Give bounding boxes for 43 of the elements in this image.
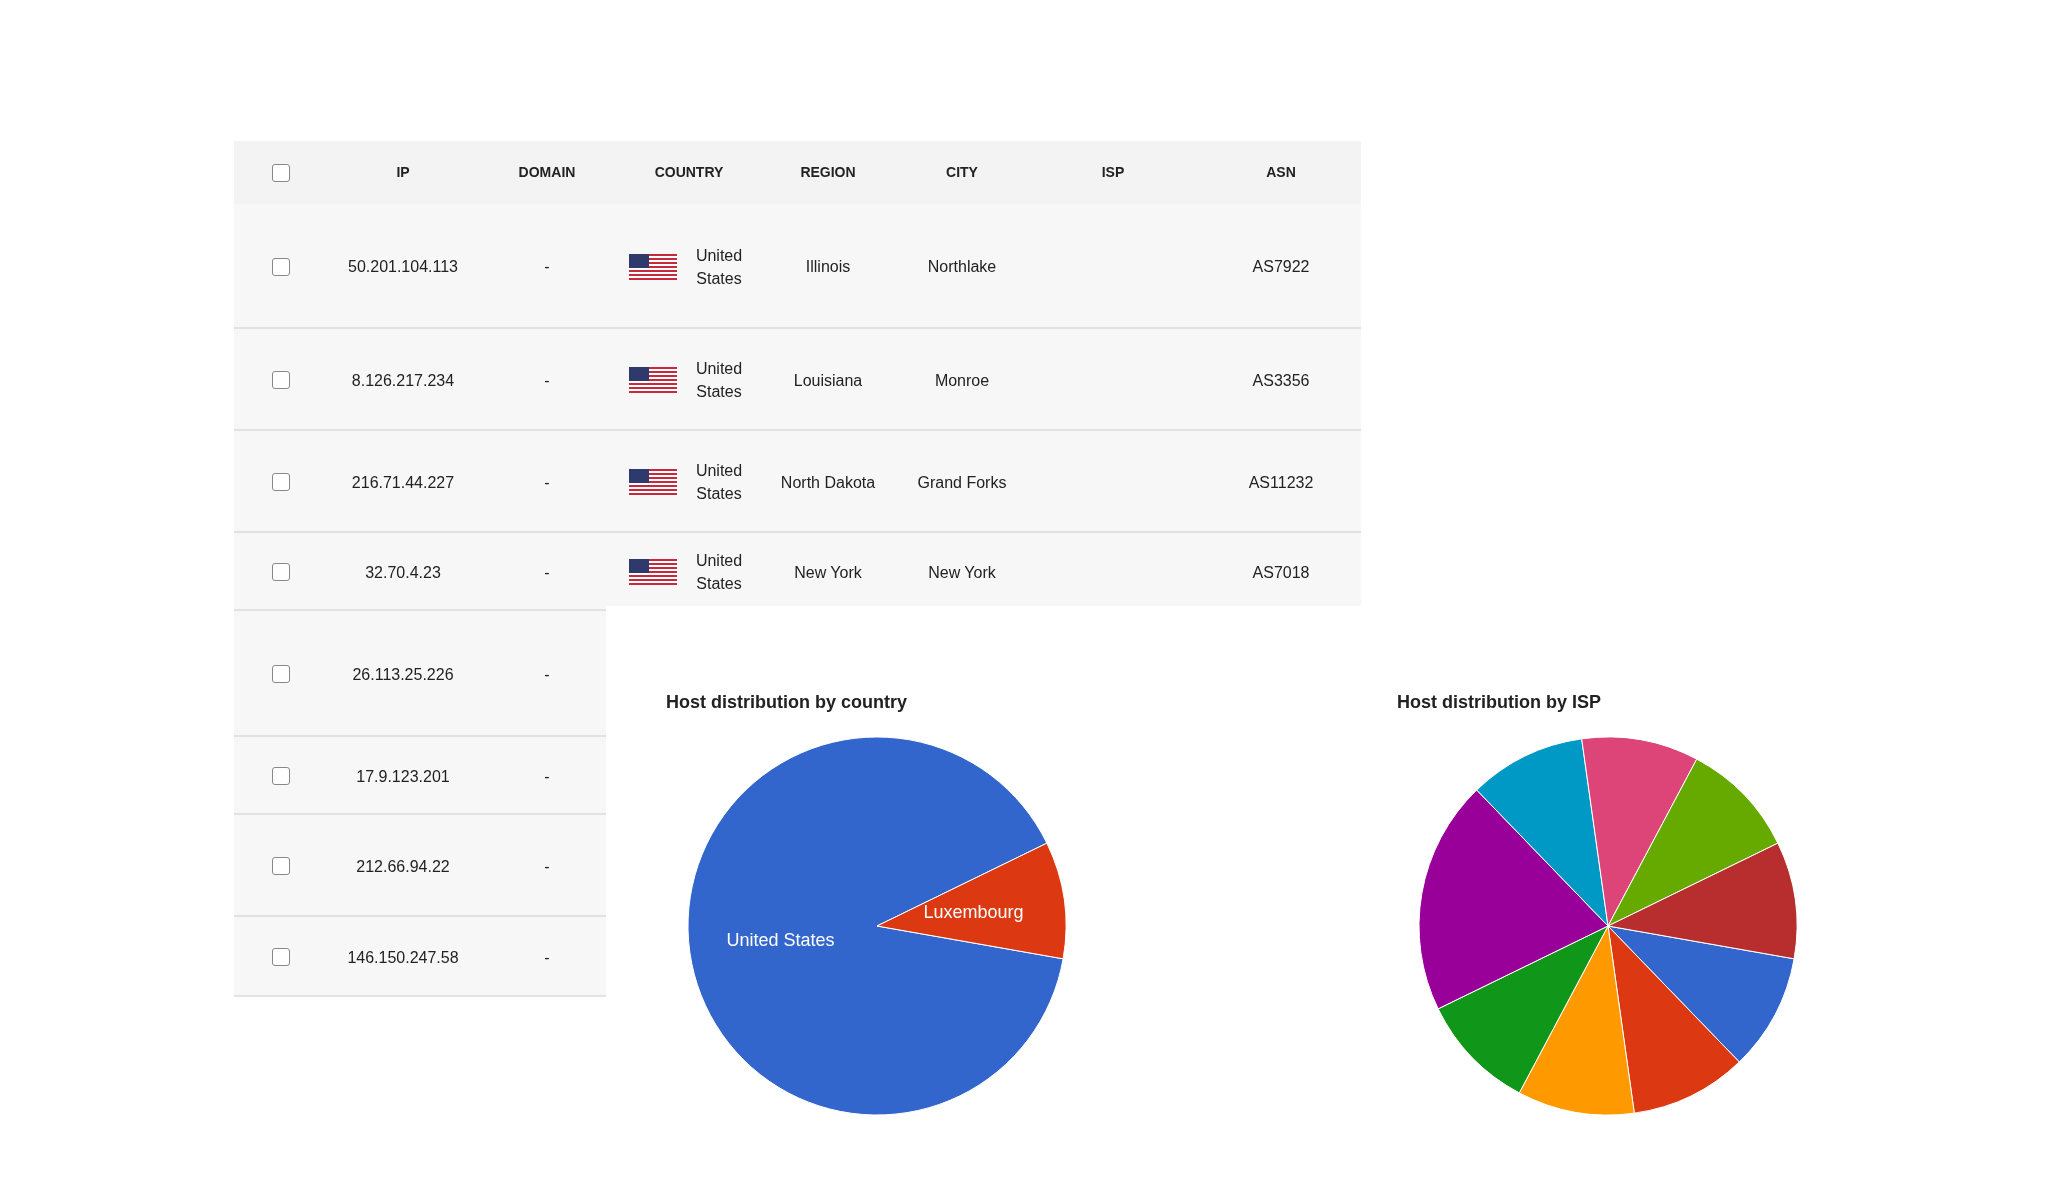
text: New York [794,563,862,581]
slice-label: Luxembourg [923,902,1024,923]
text: - [544,857,550,875]
text: 8.126.217.234 [351,371,455,389]
text: 216.71.44.227 [351,473,455,491]
text: 212.66.94.22 [356,857,450,875]
text: AS11232 [1248,473,1314,491]
chart-title: Host distribution by ISP [1397,692,1602,712]
text: United States [695,246,743,287]
text: - [544,665,550,683]
text: Louisiana [793,371,863,389]
text: - [544,948,550,966]
category-label: ASN [1265,163,1297,182]
text: AS3356 [1252,371,1310,389]
text: Grand Forks [917,473,1007,491]
text: Monroe [934,371,990,389]
text: Northlake [927,258,997,275]
slice-label: United States [726,929,835,950]
category-label: COUNTRY [653,163,725,182]
category-label: ISP [1100,163,1126,182]
text: - [544,767,550,785]
text: Illinois [805,258,851,275]
text: North Dakota [780,473,876,491]
category-label: IP [395,163,411,182]
text: - [544,258,550,275]
text: - [544,473,550,491]
text: - [544,371,550,389]
text: United States [695,552,743,592]
text: United States [695,462,743,502]
text: 17.9.123.201 [356,767,450,785]
text: - [544,563,550,581]
text: AS7922 [1252,258,1310,275]
text: United States [695,360,743,400]
text: 146.150.247.58 [347,948,459,966]
text: AS7018 [1252,563,1310,581]
category-label: CITY [945,163,979,182]
text: 26.113.25.226 [352,665,454,683]
category-label: REGION [799,163,857,182]
chart-title: Host distribution by country [666,692,907,712]
text: 50.201.104.113 [347,258,459,275]
text: 32.70.4.23 [365,563,441,581]
category-label: DOMAIN [517,163,577,182]
text: New York [928,563,996,581]
